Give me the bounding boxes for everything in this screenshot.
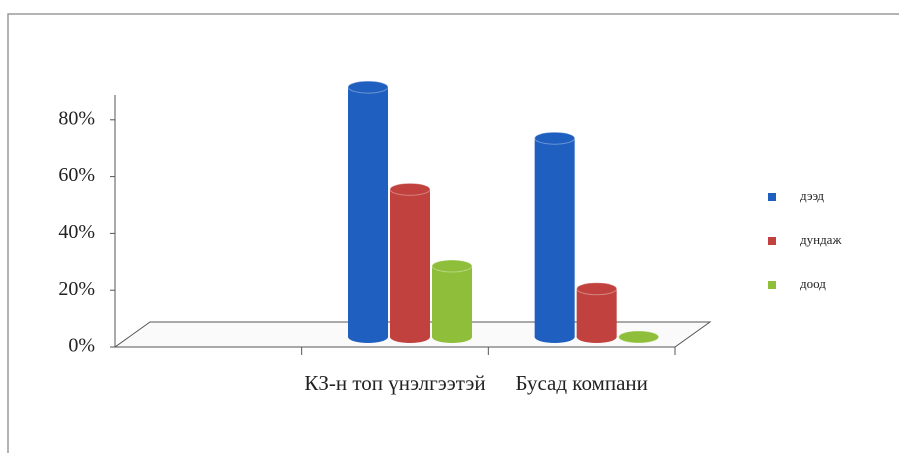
bar-top — [534, 131, 576, 145]
legend-swatch — [768, 237, 776, 245]
bar — [390, 189, 430, 337]
bar-top — [347, 80, 389, 94]
legend-label: доод — [800, 276, 826, 291]
bar — [534, 138, 575, 337]
x-tick-label: Бусад компани — [515, 371, 647, 395]
x-tick-label: КЗ-н топ үнэлгээтэй — [304, 371, 485, 395]
y-tick-label: 0% — [68, 335, 95, 357]
legend-label: дундаж — [800, 232, 842, 247]
bar-bottom — [348, 331, 388, 343]
legend-swatch — [768, 193, 776, 201]
bar-bottom — [432, 331, 472, 343]
y-tick-label: 80% — [58, 107, 95, 129]
bar-top — [431, 259, 473, 273]
legend-swatch — [768, 281, 776, 289]
bar — [432, 266, 472, 337]
bar — [348, 87, 388, 337]
bar-bottom — [576, 331, 617, 343]
y-tick-label: 20% — [58, 278, 95, 300]
bar-top — [618, 330, 660, 344]
bar-top — [389, 182, 431, 196]
bar-bottom — [390, 331, 430, 343]
bar — [576, 288, 617, 337]
legend-label: дээд — [800, 188, 824, 203]
bar-top — [576, 282, 618, 296]
y-tick-label: 40% — [58, 221, 95, 243]
bar-bottom — [534, 331, 575, 343]
chart-frame — [7, 13, 899, 453]
y-tick-label: 60% — [58, 164, 95, 186]
